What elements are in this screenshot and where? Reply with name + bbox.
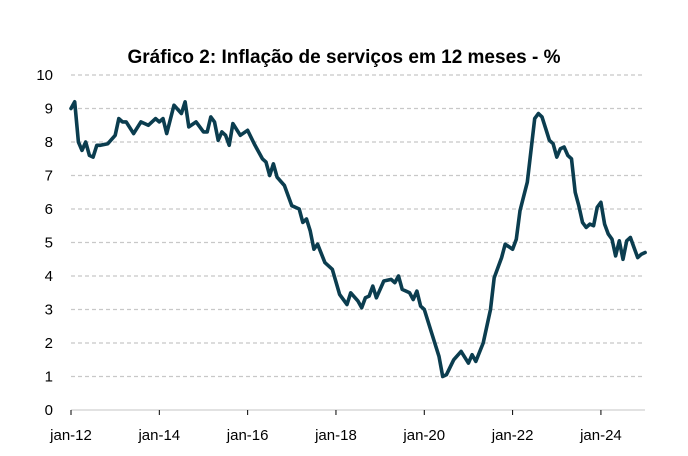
y-tick-label: 3 <box>45 302 53 319</box>
y-tick-label: 7 <box>45 168 53 185</box>
x-tick-label: jan-16 <box>226 427 269 444</box>
x-tick-label: jan-24 <box>579 427 622 444</box>
y-tick-label: 4 <box>45 268 53 285</box>
x-tick-label: jan-18 <box>314 427 357 444</box>
series-line <box>69 100 647 379</box>
y-tick-label: 2 <box>45 335 53 352</box>
x-tick-label: jan-14 <box>137 427 180 444</box>
x-tick-label: jan-22 <box>491 427 534 444</box>
y-tick-label: 10 <box>36 67 53 84</box>
y-tick-label: 8 <box>45 134 53 151</box>
y-axis: 0 1 2 3 4 5 6 7 8 9 10 <box>36 67 53 419</box>
x-axis: jan-12 jan-14 jan-16 jan-18 jan-20 jan-22 jan-… <box>49 409 645 444</box>
chart-title: Gráfico 2: Inflação de serviços em 12 me… <box>128 47 561 68</box>
series-group <box>69 100 647 379</box>
y-tick-label: 6 <box>45 201 53 218</box>
y-tick-label: 1 <box>45 369 53 386</box>
y-tick-label: 0 <box>45 402 53 419</box>
y-tick-label: 9 <box>45 101 53 118</box>
y-tick-label: 5 <box>45 235 53 252</box>
x-tick-label: jan-12 <box>49 427 92 444</box>
x-tick-label: jan-20 <box>402 427 445 444</box>
